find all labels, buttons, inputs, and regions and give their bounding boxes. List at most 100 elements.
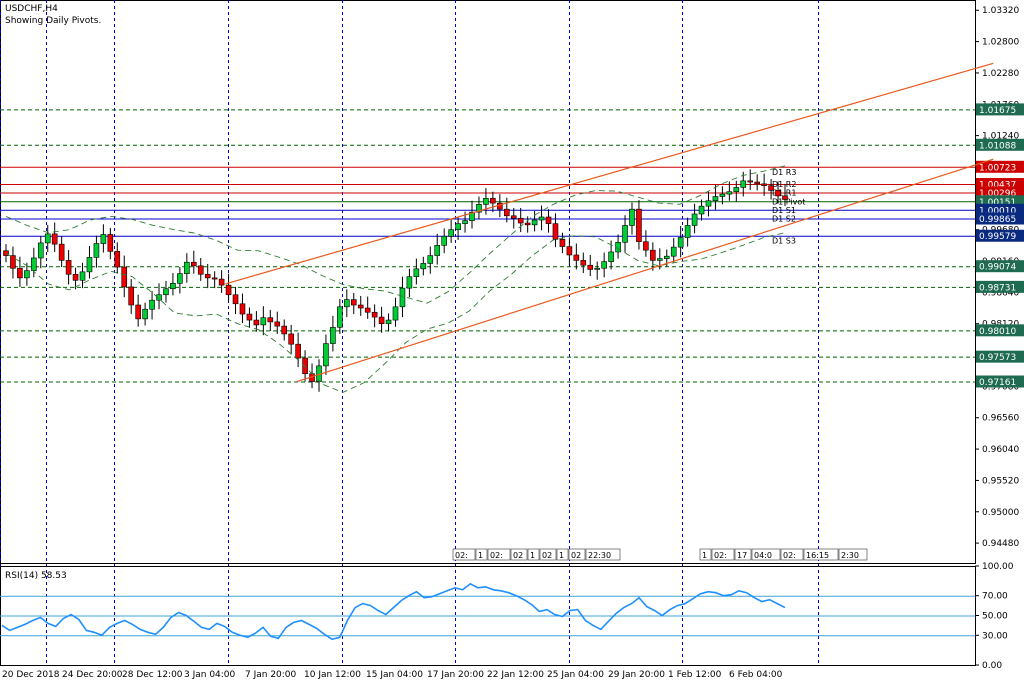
candle-body: [337, 306, 343, 328]
candle-body: [232, 294, 239, 305]
candle-body: [566, 246, 573, 256]
candle-body: [302, 357, 308, 375]
time-strip-right-label: 02:: [714, 551, 727, 560]
time-strip-left-box: [556, 548, 569, 561]
candle-body: [399, 287, 406, 308]
time-strip-right-box: [734, 548, 752, 561]
candle-body: [441, 235, 447, 246]
candle-body: [253, 319, 260, 326]
candle-body: [330, 327, 336, 344]
candle-body: [184, 261, 190, 274]
candle-body: [274, 321, 281, 327]
y-tick-label: 0.95520: [982, 476, 1019, 486]
y-tick-label: 0.96040: [982, 445, 1019, 455]
candle-body: [636, 208, 642, 243]
y-tick-label: 1.02800: [982, 38, 1019, 48]
rsi-tick-label: 0.00: [982, 661, 1002, 671]
x-tick-label: 15 Jan 04:00: [366, 670, 423, 680]
candle-body: [601, 261, 607, 269]
candle-body: [510, 215, 517, 219]
candle-body: [761, 183, 767, 186]
candle-body: [677, 237, 684, 248]
candle-body: [121, 266, 128, 288]
x-tick-label: 3 Jan 04:00: [184, 670, 236, 680]
candle-body: [323, 343, 329, 367]
candle-body: [469, 211, 475, 221]
level-tag-label: 1.01675: [979, 106, 1016, 116]
candle-body: [65, 260, 72, 275]
candle-body: [72, 273, 79, 281]
level-tag: [976, 138, 1024, 151]
candle-body: [392, 306, 399, 321]
candle-body: [747, 180, 754, 183]
x-tick-label: 17 Jan 20:00: [427, 670, 484, 680]
envelope-lower: [5, 232, 786, 393]
pivot-tag: [976, 160, 1024, 173]
time-strip-right-box: [838, 548, 868, 561]
candle-body: [364, 307, 371, 313]
time-strip-right-label: 02:: [783, 551, 796, 560]
chart-subtitle: Showing Daily Pivots.: [5, 16, 101, 26]
pivot-name-label: D1 Pivot: [772, 197, 805, 206]
candle-body: [128, 286, 134, 306]
level-tag: [976, 103, 1024, 116]
time-strip-right-label: 2:30: [841, 551, 859, 560]
rsi-tick-label: 100.00: [982, 562, 1014, 572]
candle-body: [114, 251, 121, 268]
candle-body: [86, 257, 93, 273]
candle-body: [503, 208, 510, 217]
level-tag: [976, 260, 1024, 273]
candle-body: [17, 267, 23, 279]
x-tick-label: 29 Jan 20:00: [608, 670, 665, 680]
candle-body: [413, 268, 420, 277]
time-strip-left-label: 02:: [455, 551, 468, 560]
rsi-tick-label: 50.00: [982, 612, 1008, 622]
level-tag: [976, 350, 1024, 363]
candle-body: [455, 223, 461, 230]
x-tick-label: 24 Dec 20:00: [62, 670, 123, 680]
level-tag-label: 0.98010: [979, 327, 1016, 337]
candle-body: [573, 254, 580, 261]
pivot-tag-label: 1.00296: [979, 189, 1016, 199]
time-strip-right-box: [751, 548, 781, 561]
candle-body: [657, 258, 663, 261]
candle-body: [476, 204, 482, 213]
candle-body: [580, 260, 587, 266]
candle-body: [197, 265, 204, 275]
candle-body: [594, 267, 601, 270]
candle-body: [782, 195, 788, 200]
candle-body: [517, 217, 524, 224]
candle-body: [629, 208, 635, 226]
pivot-tag: [976, 212, 1024, 225]
time-strip-left-box: [585, 548, 621, 561]
candle-body: [684, 225, 691, 238]
chart-title: USDCHF,H4: [5, 4, 58, 14]
candle-body: [691, 213, 698, 226]
level-tag: [976, 280, 1024, 293]
candle-body: [170, 283, 176, 290]
candle-body: [211, 277, 218, 280]
rsi-title: RSI(14) 58.53: [5, 571, 67, 581]
candle-body: [622, 225, 628, 243]
candle-body: [462, 220, 468, 224]
candle-body: [24, 270, 30, 279]
candle-body: [775, 190, 781, 197]
channel-upper-line: [225, 62, 994, 285]
candle-body: [733, 187, 740, 192]
x-tick-label: 25 Jan 04:00: [547, 670, 604, 680]
candle-body: [670, 246, 677, 257]
candle-body: [267, 317, 274, 323]
candle-body: [740, 180, 747, 188]
pivot-name-label: D1 R1: [772, 189, 796, 198]
pivot-name-label: D1 S3: [772, 237, 796, 246]
candle-body: [524, 222, 531, 226]
candle-body: [93, 243, 100, 258]
candle-body: [281, 325, 288, 335]
pivot-tag-label: 0.99579: [979, 232, 1016, 242]
time-strip-right-label: 1: [702, 551, 707, 560]
candle-body: [483, 198, 489, 205]
candle-body: [615, 242, 621, 253]
candle-body: [3, 250, 9, 256]
candle-body: [260, 317, 267, 326]
y-tick-label: 1.01240: [982, 132, 1019, 142]
